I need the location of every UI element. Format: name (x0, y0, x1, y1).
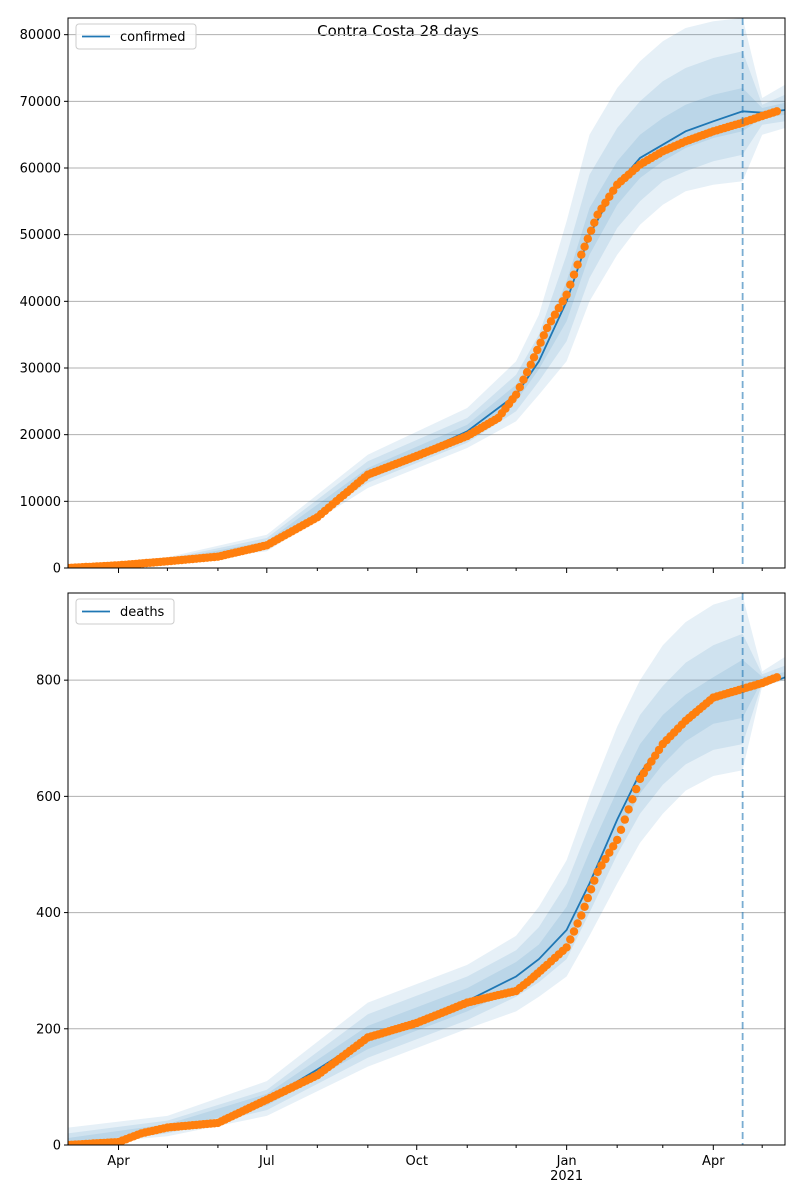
observed-point (772, 673, 782, 682)
observed-point (577, 911, 586, 920)
observed-point (601, 198, 610, 207)
y-tick-label: 0 (53, 562, 61, 577)
observed-point (593, 210, 602, 219)
x-tick-sublabel: 2021 (550, 1169, 583, 1184)
observed-point (583, 893, 592, 903)
y-tick-label: 0 (53, 1139, 61, 1154)
observed-point (772, 107, 782, 116)
y-tick-label: 10000 (20, 495, 61, 510)
y-tick-label: 30000 (20, 362, 61, 377)
x-tick-label: Apr (107, 1154, 130, 1169)
x-tick-label: Jan (556, 1154, 577, 1169)
y-tick-label: 60000 (20, 162, 61, 177)
observed-point (511, 390, 521, 399)
observed-point (624, 805, 633, 814)
observed-point (519, 375, 528, 384)
x-tick-label: Jul (258, 1154, 275, 1169)
y-tick-label: 20000 (20, 428, 61, 443)
observed-point (566, 280, 575, 289)
observed-point (601, 854, 610, 864)
observed-point (529, 353, 539, 362)
observed-point (569, 270, 579, 279)
observed-point (620, 815, 629, 824)
observed-point (533, 345, 542, 355)
legend: deaths (75, 598, 175, 625)
observed-point (597, 204, 606, 213)
axes-frame (67, 592, 786, 1146)
chart-title: Contra Costa 28 days (317, 22, 479, 40)
observed-point (546, 317, 556, 326)
confidence-band-2 (68, 88, 785, 568)
observed-point (569, 927, 579, 936)
observed-point (632, 784, 641, 794)
y-tick-label: 400 (36, 906, 61, 921)
observed-point (539, 331, 548, 340)
observed-point (628, 795, 637, 804)
observed-point (580, 902, 589, 911)
y-tick-label: 80000 (20, 28, 61, 43)
confidence-band-1 (68, 51, 785, 568)
observed-point (562, 943, 571, 952)
observed-point (583, 234, 592, 243)
y-tick-label: 40000 (20, 295, 61, 310)
y-tick-label: 200 (36, 1022, 61, 1037)
observed-point (573, 919, 582, 928)
observed-point (522, 368, 532, 377)
observed-point (590, 876, 599, 885)
observed-point (562, 290, 571, 299)
observed-point (550, 310, 560, 319)
confidence-band-0 (68, 18, 785, 568)
observed-point (616, 825, 626, 834)
confidence-band-0 (68, 595, 785, 1145)
observed-point (554, 303, 563, 313)
observed-point (580, 242, 589, 251)
observed-point (597, 861, 606, 870)
observed-point (577, 250, 586, 259)
y-tick-label: 50000 (20, 228, 61, 243)
legend-label: confirmed (120, 30, 186, 45)
confidence-band-1 (68, 633, 785, 1145)
x-tick-label: Oct (405, 1154, 427, 1169)
y-tick-label: 70000 (20, 95, 61, 110)
observed-point (593, 867, 602, 877)
observed-point (566, 935, 575, 944)
observed-point (609, 186, 618, 195)
observed-point (526, 360, 535, 369)
observed-point (609, 842, 618, 851)
observed-point (605, 848, 614, 857)
observed-point (613, 835, 622, 845)
observed-point (605, 192, 614, 201)
observed-point (542, 323, 552, 333)
observed-point (586, 226, 596, 235)
observed-point (590, 218, 599, 227)
legend: confirmed (75, 23, 197, 50)
confidence-band-2 (68, 659, 785, 1145)
y-tick-label: 800 (36, 674, 61, 689)
observed-point (536, 338, 545, 347)
legend-box (75, 598, 175, 625)
observed-point (515, 383, 524, 392)
x-tick-label: Apr (702, 1154, 725, 1169)
legend-box (75, 23, 197, 50)
observed-point (586, 885, 596, 894)
axes-frame (67, 17, 786, 569)
observed-point (558, 297, 567, 306)
observed-point (573, 260, 582, 269)
confirmed-panel: 0 10000 20000 30000 40000 50000 60000 70000 8000… (20, 17, 786, 577)
y-tick-label: 600 (36, 790, 61, 805)
legend-label: deaths (120, 605, 165, 620)
